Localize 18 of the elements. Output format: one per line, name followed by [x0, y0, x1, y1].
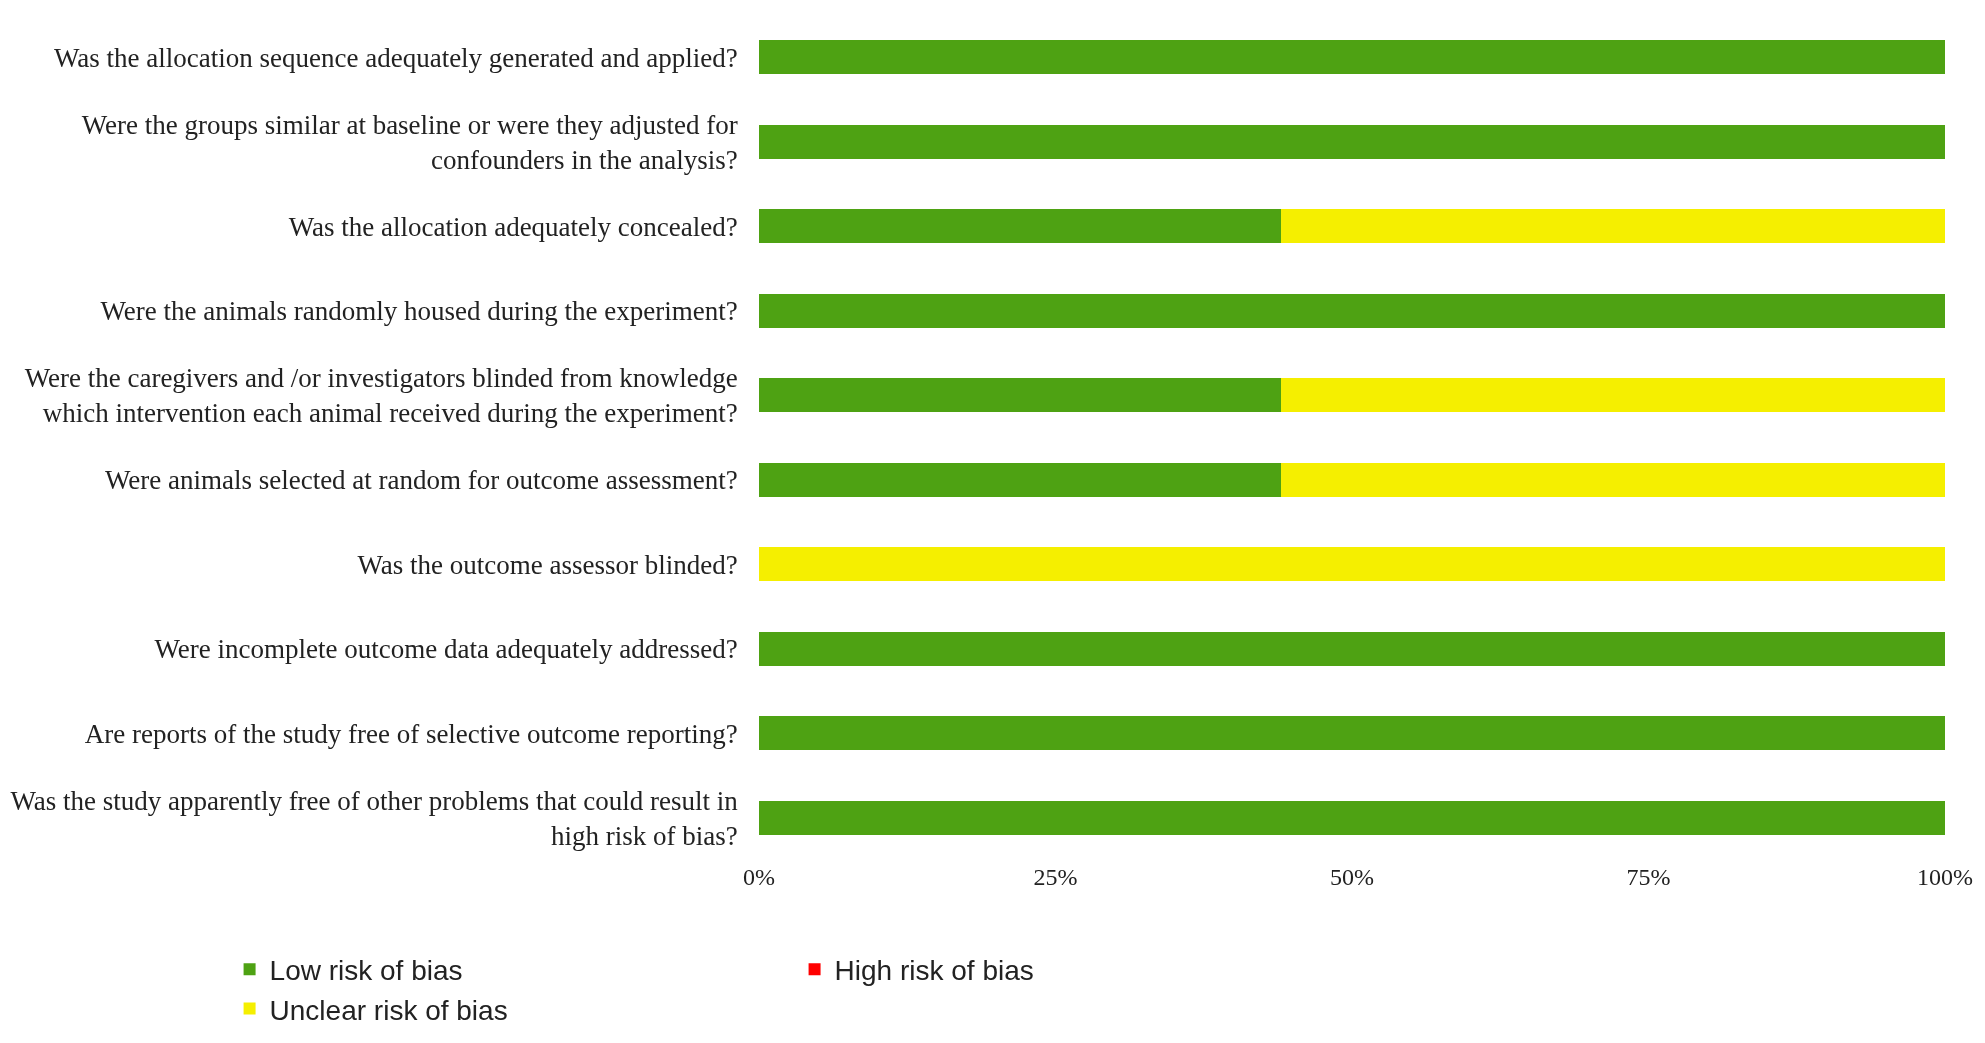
legend-label: Unclear risk of bias — [269, 994, 508, 1026]
y-tick-label: Was the allocation sequence adequately generated and applied? — [53, 42, 758, 73]
y-tick-label: Was the outcome assessor blinded? — [357, 549, 758, 580]
y-tick-label: Were animals selected at random for outcome assessment? — [104, 465, 758, 496]
y-tick-label: Are reports of the study free of selective outcome reporting? — [84, 718, 758, 749]
y-tick-label: Was the study apparently free of other problems that could result in high risk of bias? — [10, 785, 758, 851]
x-tick-label: 25% — [1033, 864, 1078, 890]
y-tick-label: Were the groups similar at baseline or were they adjusted for confounders in the analysis? — [81, 109, 758, 175]
legend-label: Low risk of bias — [269, 955, 463, 987]
x-tick-label: 75% — [1626, 864, 1671, 890]
x-tick-label: 100% — [1917, 864, 1973, 890]
y-tick-label: Were the caregivers and /or investigators blinded from knowledge which intervention each animal received during the experiment? — [24, 363, 758, 429]
x-tick-label: 0% — [743, 864, 775, 890]
y-tick-label: Were the animals randomly housed during the experiment? — [100, 296, 758, 327]
y-tick-label: Were incomplete outcome data adequately addressed? — [154, 634, 758, 665]
legend-label: High risk of bias — [834, 955, 1034, 987]
y-tick-label: Was the allocation adequately concealed? — [288, 211, 758, 242]
x-tick-label: 50% — [1330, 864, 1374, 890]
